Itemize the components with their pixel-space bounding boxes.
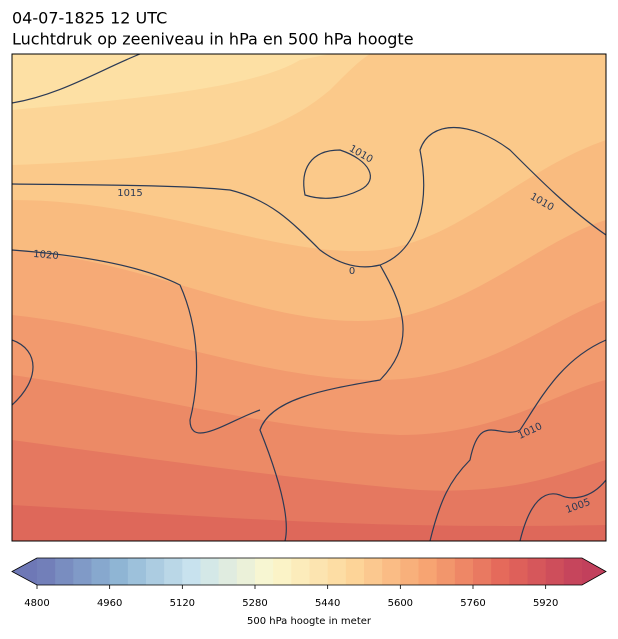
colorbar-swatch: [164, 558, 183, 585]
colorbar-swatch: [109, 558, 129, 585]
colorbar-swatch: [400, 558, 419, 585]
colorbar-swatch: [345, 558, 365, 585]
colorbar-swatch: [563, 558, 583, 585]
colorbar-swatch: [73, 558, 92, 585]
isobar-label: 1020: [33, 249, 59, 262]
colorbar-swatch: [509, 558, 528, 585]
isobar: [259, 264, 404, 541]
isobar: [429, 339, 606, 541]
colorbar-swatch: [37, 558, 56, 585]
colorbar-tick-label: 4960: [97, 598, 122, 609]
colorbar-extend-low: [12, 558, 37, 585]
isobar-label: 1015: [117, 188, 142, 199]
colorbar-swatch: [146, 558, 165, 585]
map-date: 04-07-1825 12 UTC: [12, 9, 167, 28]
colorbar-tick-label: 5440: [315, 598, 340, 609]
colorbar-swatch: [454, 558, 474, 585]
colorbar-swatch: [382, 558, 401, 585]
colorbar-swatch: [327, 558, 347, 585]
colorbar-tick-label: 4800: [24, 598, 49, 609]
colorbar-tick-label: 5280: [242, 598, 267, 609]
colorbar-swatch: [291, 558, 310, 585]
colorbar-swatch: [491, 558, 510, 585]
colorbar-swatch: [255, 558, 274, 585]
map-title: Luchtdruk op zeeniveau in hPa en 500 hPa…: [12, 30, 414, 49]
colorbar-swatch: [236, 558, 256, 585]
colorbar-swatch: [273, 558, 292, 585]
colorbar-tick-label: 5920: [533, 598, 558, 609]
isobar: [519, 479, 606, 541]
isobar-label: 0: [349, 266, 355, 277]
colorbar-swatch: [127, 558, 147, 585]
isobar: [12, 54, 141, 104]
colorbar-swatch: [418, 558, 438, 585]
colorbar-tick-label: 5120: [170, 598, 195, 609]
colorbar-extend-high: [582, 558, 606, 585]
map-area: [12, 54, 606, 541]
colorbar-swatch: [309, 558, 329, 585]
colorbar-swatch: [218, 558, 238, 585]
colorbar-label: 500 hPa hoogte in meter: [247, 616, 372, 627]
map-frame: [11, 53, 607, 542]
colorbar-swatch: [91, 558, 111, 585]
band: [12, 505, 606, 541]
isobar: [12, 339, 34, 406]
colorbar-swatch: [545, 558, 565, 585]
isobar: [303, 149, 371, 199]
colorbar-swatch: [182, 558, 201, 585]
colorbar-swatch: [473, 558, 492, 585]
isobar: [12, 249, 261, 434]
isobars: [12, 54, 606, 541]
colorbar-swatch: [364, 558, 383, 585]
colorbar-swatch: [436, 558, 456, 585]
isobar: [379, 126, 606, 266]
colorbar-swatch: [200, 558, 220, 585]
colorbar-tick-label: 5760: [460, 598, 485, 609]
colorbar-swatch: [527, 558, 547, 585]
colorbar-tick-label: 5600: [388, 598, 413, 609]
colorbar-frame: [11, 557, 607, 586]
isobar: [12, 183, 381, 268]
colorbar-swatch: [55, 558, 74, 585]
